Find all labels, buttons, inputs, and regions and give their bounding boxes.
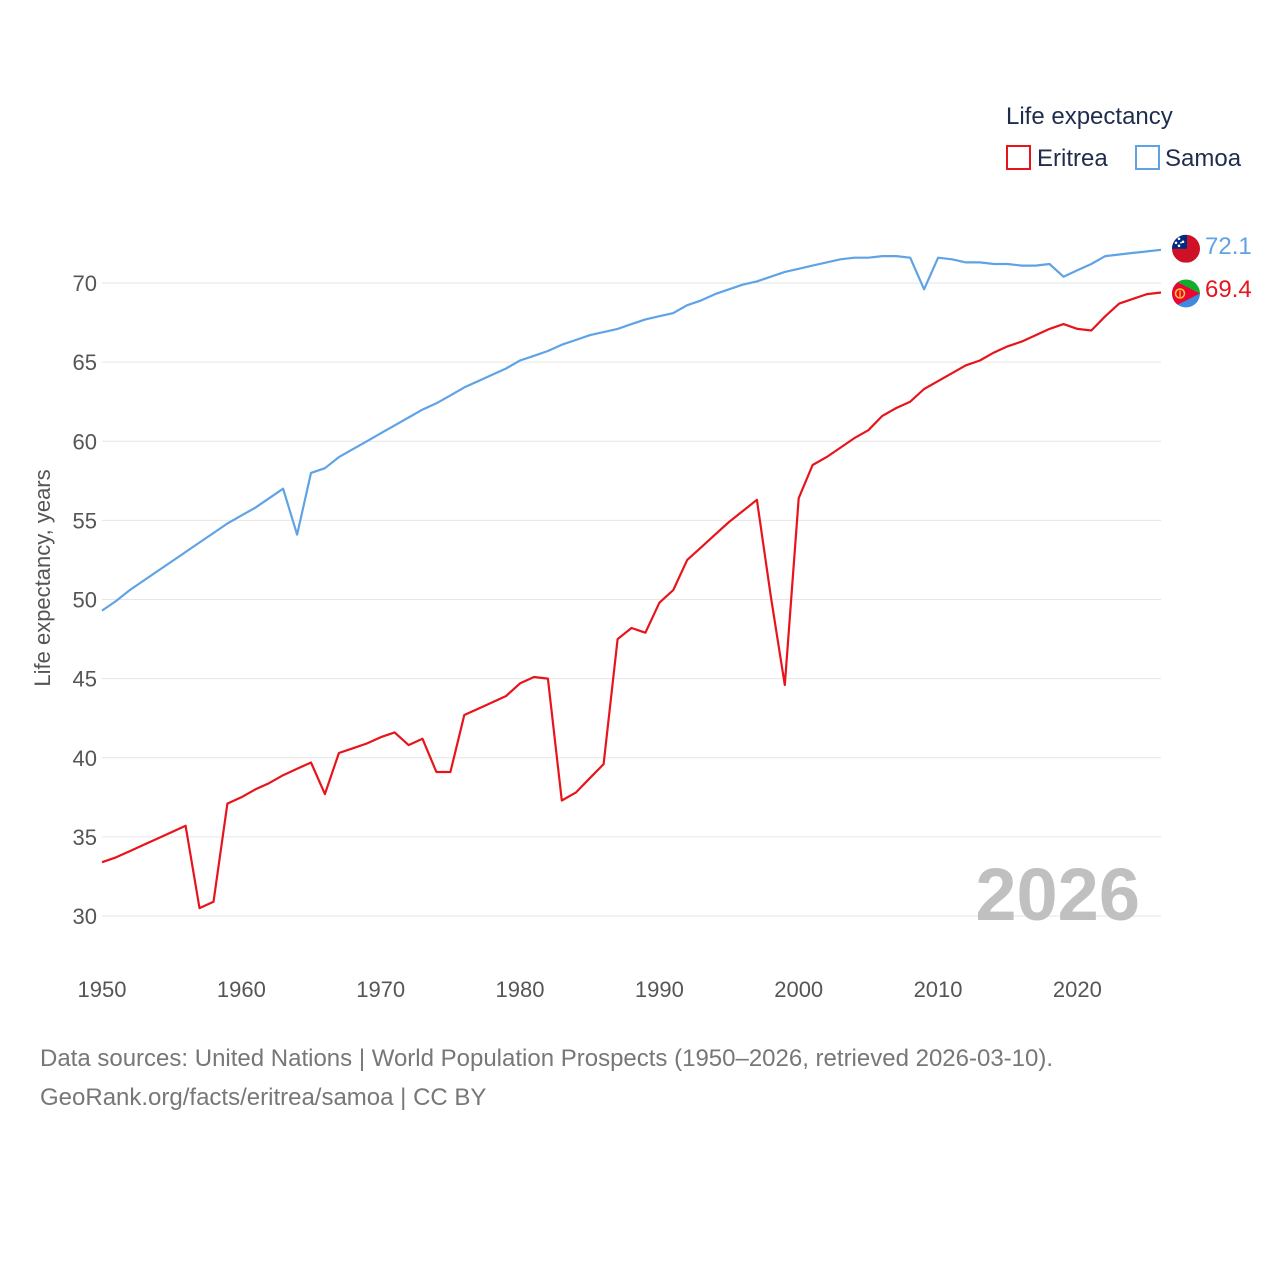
legend-label-samoa: Samoa [1165,145,1242,172]
legend-item-eritrea[interactable]: Eritrea [1006,145,1108,172]
series-lines [101,248,1162,910]
y-tick-label-45: 45 [73,667,97,692]
footer-attribution[interactable]: GeoRank.org/facts/eritrea/samoa | CC BY [40,1084,487,1111]
eritrea-flag-icon [1172,279,1200,308]
y-tick-label-40: 40 [73,746,97,771]
legend-label-eritrea: Eritrea [1037,145,1108,172]
x-tick-label-1990: 1990 [635,977,684,1002]
x-tick-label-2020: 2020 [1053,977,1102,1002]
legend-title: Life expectancy [1006,103,1173,130]
y-tick-label-65: 65 [73,350,97,375]
y-tick-label-50: 50 [73,588,97,613]
y-axis-title: Life expectancy, years [30,469,55,686]
x-tick-label-1950: 1950 [78,977,127,1002]
x-tick-label-2010: 2010 [914,977,963,1002]
y-tick-label-30: 30 [73,904,97,929]
legend-swatch-eritrea [1006,145,1031,170]
x-tick-label-1970: 1970 [356,977,405,1002]
legend: Life expectancy Eritrea Samoa [1006,103,1242,172]
y-tick-label-70: 70 [73,271,97,296]
y-axis-ticks: 30 35 40 45 50 55 60 65 70 [73,271,97,929]
x-tick-label-1960: 1960 [217,977,266,1002]
x-tick-label-2000: 2000 [774,977,823,1002]
legend-item-samoa[interactable]: Samoa [1135,145,1242,172]
y-tick-label-35: 35 [73,825,97,850]
x-axis-ticks: 1950 1960 1970 1980 1990 2000 2010 2020 [78,977,1102,1002]
end-label-eritrea: 69.4 [1205,276,1252,303]
gridlines [102,282,1161,917]
end-label-samoa: 72.1 [1205,233,1252,260]
y-tick-label-60: 60 [73,429,97,454]
legend-swatch-samoa [1135,145,1160,170]
samoa-flag-icon [1172,234,1200,263]
y-tick-label-55: 55 [73,508,97,533]
series-line-eritrea[interactable] [101,291,1162,910]
x-tick-label-1980: 1980 [496,977,545,1002]
series-line-samoa[interactable] [101,248,1162,612]
footer-sources: Data sources: United Nations | World Pop… [40,1045,1054,1072]
year-watermark: 2026 [975,853,1140,936]
